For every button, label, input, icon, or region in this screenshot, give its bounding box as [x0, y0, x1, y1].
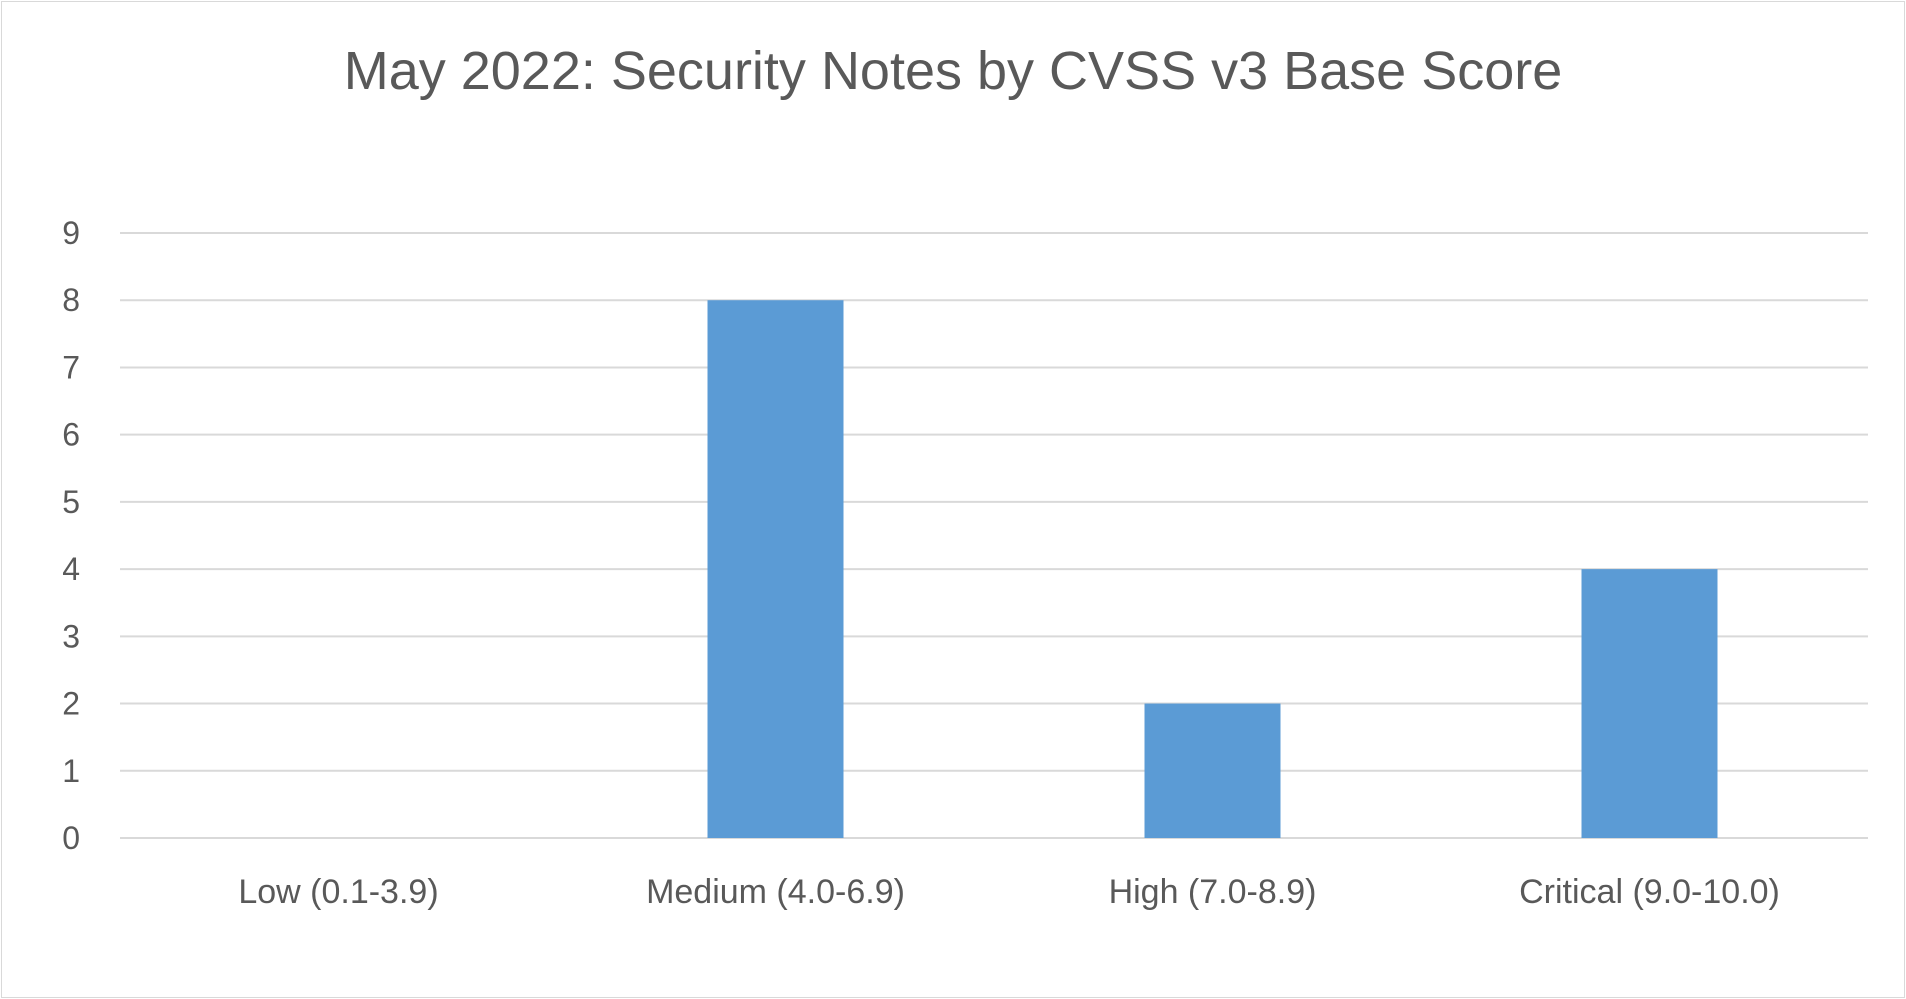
chart-title: May 2022: Security Notes by CVSS v3 Base…: [343, 41, 1563, 101]
y-tick-label: 0: [62, 820, 80, 856]
bars: [707, 300, 1718, 838]
y-tick-label: 1: [62, 753, 80, 789]
x-category-label: High (7.0-8.9): [1109, 873, 1317, 911]
y-tick-label: 7: [62, 349, 80, 385]
x-axis-labels: Low (0.1-3.9) Medium (4.0-6.9) High (7.0-8…: [238, 873, 1780, 911]
y-tick-label: 2: [62, 686, 80, 722]
x-category-label: Critical (9.0-10.0): [1519, 873, 1780, 911]
y-tick-label: 5: [62, 484, 80, 520]
y-tick-label: 3: [62, 618, 80, 654]
y-tick-label: 6: [62, 417, 80, 453]
x-category-label: Medium (4.0-6.9): [646, 873, 905, 911]
bar-4: [1581, 569, 1718, 838]
bar-3: [1144, 703, 1281, 838]
y-tick-label: 9: [62, 215, 80, 251]
bar-2: [707, 300, 844, 838]
y-tick-label: 4: [62, 551, 80, 587]
y-tick-label: 8: [62, 282, 80, 318]
gridlines: [120, 232, 1868, 839]
y-axis-ticks: 0 1 2 3 4 5 6 7 8 9: [62, 215, 80, 856]
x-category-label: Low (0.1-3.9): [238, 873, 438, 911]
